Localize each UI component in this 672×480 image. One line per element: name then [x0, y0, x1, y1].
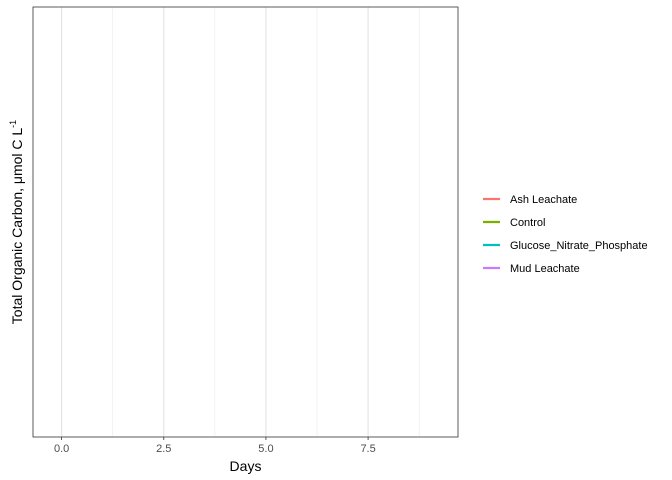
x-tick-label-2: 5.0	[258, 443, 273, 455]
x-minor-gridlines	[112, 7, 420, 437]
legend: Ash Leachate Control Glucose_Nitrate_Phosp…	[483, 194, 648, 275]
x-tick-label-3: 7.5	[360, 443, 375, 455]
x-tick-label-0: 0.0	[54, 443, 69, 455]
y-axis-title-text: Total Organic Carbon, μmol C L	[9, 128, 25, 325]
legend-label-0: Ash Leachate	[510, 194, 577, 206]
plot-panel-border	[32, 6, 459, 438]
x-major-gridlines	[61, 7, 369, 437]
plot-panel-background	[33, 7, 458, 437]
y-axis-title-superscript: -1	[8, 120, 18, 128]
legend-label-2: Glucose_Nitrate_Phosphate	[510, 240, 648, 252]
y-axis-title: Total Organic Carbon, μmol C L-1	[8, 120, 25, 324]
legend-label-3: Mud Leachate	[510, 263, 580, 275]
x-axis: 0.0 2.5 5.0 7.5	[54, 437, 376, 455]
legend-label-1: Control	[510, 217, 545, 229]
x-tick-label-1: 2.5	[156, 443, 171, 455]
x-axis-title: Days	[230, 458, 262, 474]
